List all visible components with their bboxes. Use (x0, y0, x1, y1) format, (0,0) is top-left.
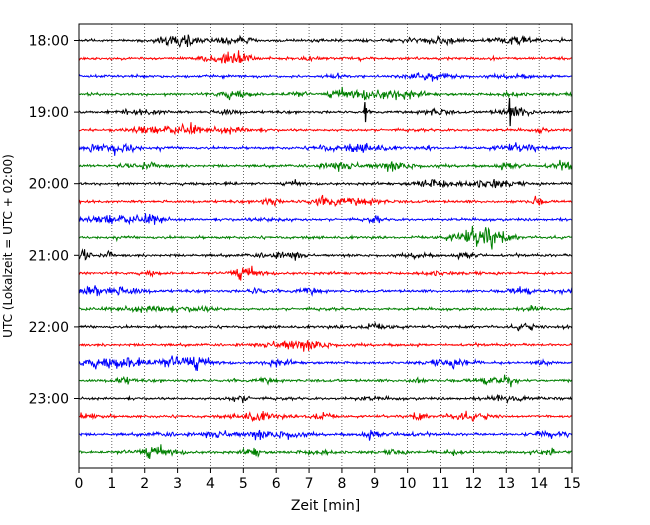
x-axis-label: Zeit [min] (291, 498, 360, 514)
seismic-trace (78, 34, 572, 48)
x-tick-label: 5 (239, 476, 248, 492)
y-axis-label: UTC (Lokalzeit = UTC + 02:00) (1, 154, 15, 338)
seismic-trace (78, 355, 573, 371)
x-tick-label: 13 (497, 476, 515, 492)
seismic-trace (78, 159, 573, 172)
seismic-trace (78, 106, 573, 118)
seismic-trace (78, 178, 573, 189)
y-axis: 18:00 19:00 20:00 21:00 22:00 23:00 (29, 34, 79, 408)
x-axis: 0 1 2 3 4 5 6 7 8 9 10 11 12 13 14 15 (75, 468, 581, 492)
y-tick-label: 23:00 (29, 392, 69, 408)
y-tick-label: 19:00 (29, 105, 69, 121)
seismic-trace (78, 225, 572, 250)
x-tick-label: 6 (272, 476, 281, 492)
y-tick-label: 21:00 (29, 248, 69, 264)
seismic-trace (78, 86, 573, 101)
seismic-trace (78, 213, 573, 226)
x-tick-label: 3 (173, 476, 182, 492)
x-tick-label: 15 (563, 476, 581, 492)
seismic-trace (78, 304, 573, 314)
y-tick-label: 18:00 (29, 34, 69, 50)
seismic-trace (78, 122, 572, 136)
seismic-trace (78, 285, 573, 297)
seismic-trace (78, 194, 573, 208)
x-tick-label: 10 (399, 476, 417, 492)
x-tick-label: 1 (107, 476, 116, 492)
seismic-trace (78, 444, 572, 460)
grid-layer (111, 24, 540, 468)
seismic-trace (78, 340, 573, 352)
x-tick-label: 9 (370, 476, 379, 492)
y-tick-label: 20:00 (29, 177, 69, 193)
seismic-trace (78, 410, 573, 423)
spike-event (363, 102, 368, 123)
seismic-trace (78, 321, 573, 332)
x-tick-label: 8 (337, 476, 346, 492)
x-tick-label: 0 (75, 476, 84, 492)
x-tick-label: 2 (140, 476, 149, 492)
seismic-trace (78, 374, 573, 388)
traces-layer (78, 34, 573, 460)
seismic-trace (78, 265, 572, 281)
x-tick-label: 14 (530, 476, 548, 492)
plot-frame (78, 23, 573, 469)
seismic-trace (78, 429, 573, 441)
x-tick-label: 12 (464, 476, 482, 492)
seismic-trace (78, 393, 573, 404)
x-tick-label: 11 (432, 476, 450, 492)
x-tick-label: 7 (305, 476, 314, 492)
seismic-trace (78, 72, 572, 82)
seismic-trace (78, 248, 573, 261)
seismic-trace (78, 142, 573, 156)
spike-event (507, 98, 513, 127)
seismic-trace (78, 50, 572, 64)
x-tick-label: 4 (206, 476, 215, 492)
y-tick-label: 22:00 (29, 320, 69, 336)
